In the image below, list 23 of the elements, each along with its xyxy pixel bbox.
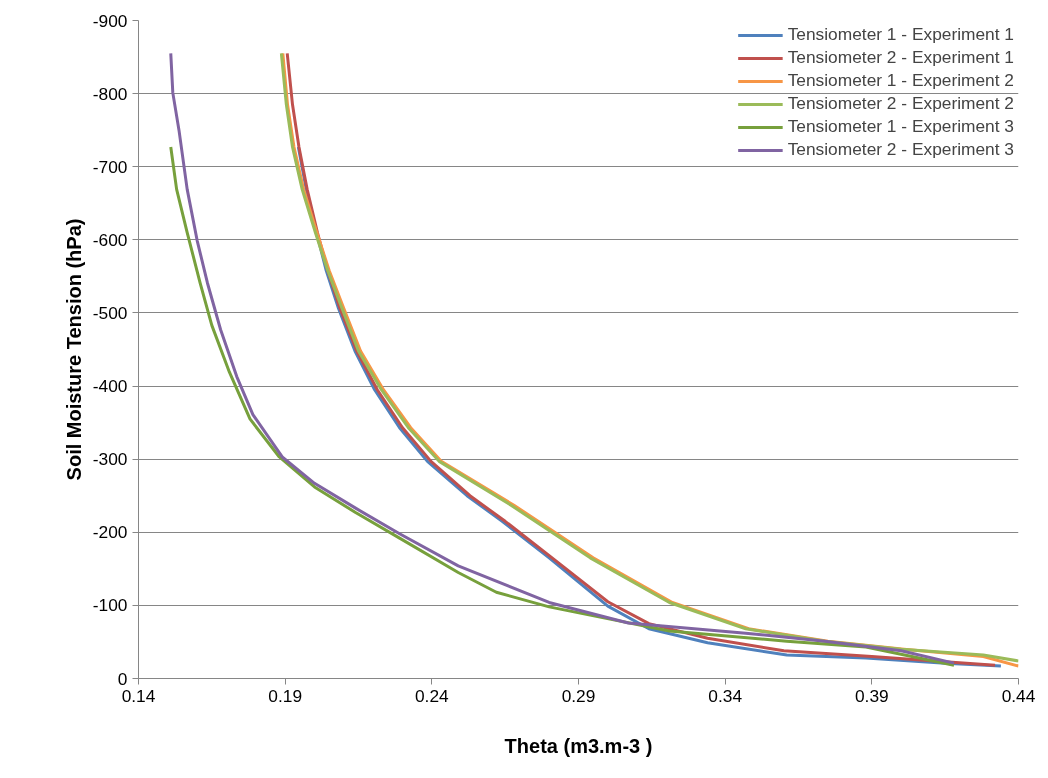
legend-label: Tensiometer 1 - Experiment 1 [787, 24, 1014, 45]
x-axis-title: Theta (m3.m-3 ) [504, 734, 653, 757]
x-tick-label: 0.39 [854, 685, 889, 706]
x-tick-label: 0.19 [268, 685, 303, 706]
legend-label: Tensiometer 2 - Experiment 3 [787, 139, 1014, 160]
legend-label: Tensiometer 2 - Experiment 1 [787, 47, 1014, 68]
legend-label: Tensiometer 1 - Experiment 2 [787, 70, 1014, 91]
y-tick-label: -400 [92, 376, 128, 397]
y-axis-title: Soil Moisture Tension (hPa) [62, 218, 85, 481]
y-tick-label: -900 [92, 10, 128, 31]
y-tick-label: -300 [92, 449, 128, 470]
legend-label: Tensiometer 2 - Experiment 2 [787, 93, 1014, 114]
y-tick-label: -200 [92, 522, 128, 543]
y-tick-label: -600 [92, 229, 128, 250]
x-tick-label: 0.24 [414, 685, 450, 706]
y-tick-label: -500 [92, 302, 128, 323]
y-tick-label: -100 [92, 595, 128, 616]
x-tick-label: 0.29 [561, 685, 596, 706]
x-tick-label: 0.34 [708, 685, 743, 706]
y-tick-label: -700 [92, 156, 128, 177]
x-tick-label: 0.44 [1001, 685, 1036, 706]
legend-label: Tensiometer 1 - Experiment 3 [787, 116, 1014, 137]
y-tick-label: -800 [92, 83, 128, 104]
